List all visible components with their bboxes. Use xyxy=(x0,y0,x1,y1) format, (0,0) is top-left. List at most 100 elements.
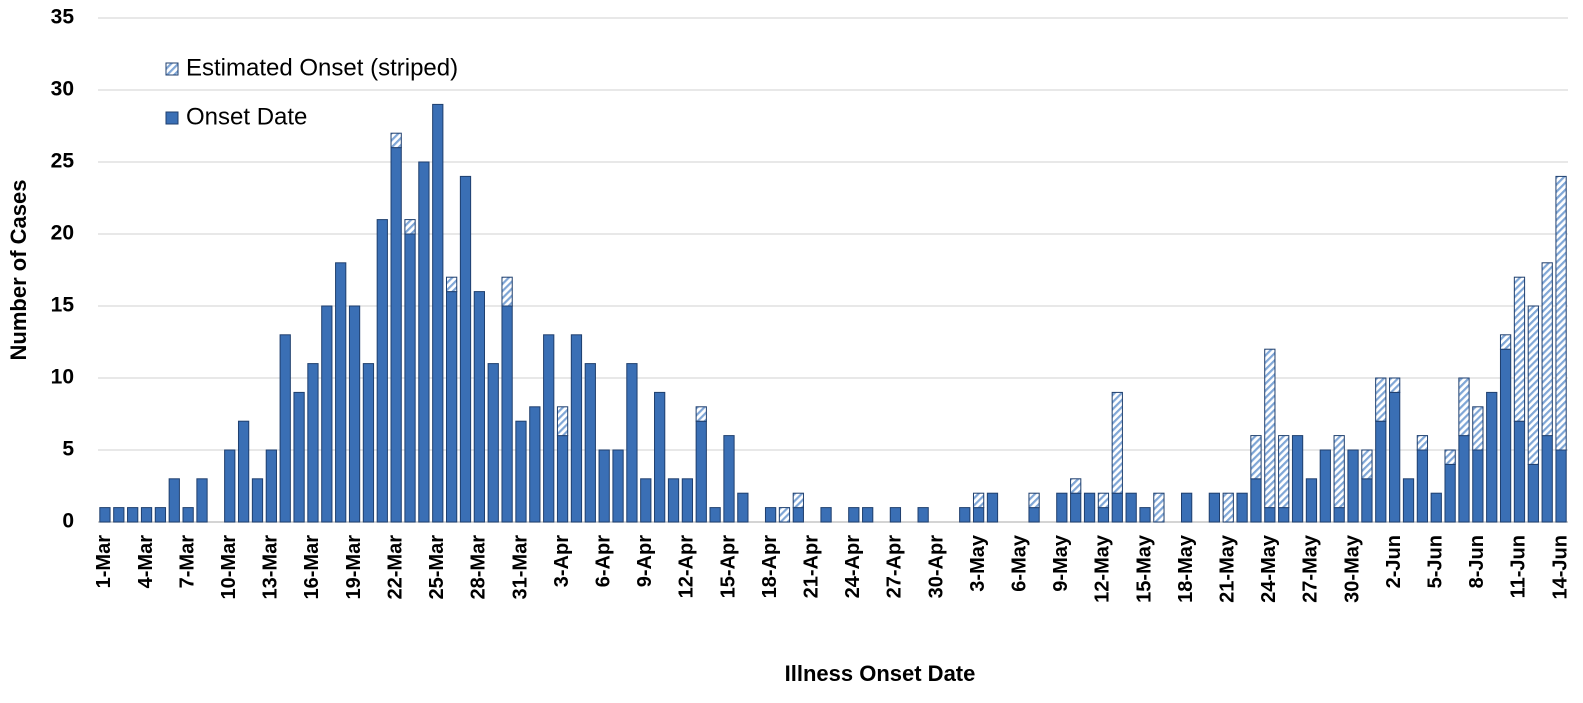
bar-segment xyxy=(543,334,555,523)
bar-segment xyxy=(113,507,125,523)
bar-segment xyxy=(792,507,804,523)
bar-segment xyxy=(1444,463,1456,523)
bar-segment xyxy=(848,507,860,523)
bar-segment xyxy=(723,435,735,523)
bar-segment xyxy=(1070,478,1082,494)
bar-segment xyxy=(390,132,402,149)
bar-segment xyxy=(1389,377,1401,393)
bar-segment xyxy=(1333,435,1345,509)
y-tick-label: 15 xyxy=(51,294,75,317)
x-tick-label: 8-Jun xyxy=(1466,535,1488,588)
bar-segment xyxy=(667,478,680,523)
x-tick-label: 9-Apr xyxy=(634,535,656,587)
y-tick-label: 10 xyxy=(51,366,74,389)
x-tick-label: 11-Jun xyxy=(1508,535,1530,598)
bar-segment xyxy=(917,507,929,523)
bar-segment xyxy=(1486,391,1498,523)
bar-segment xyxy=(1458,377,1470,437)
legend-label: Estimated Onset (striped) xyxy=(186,54,458,81)
bar-segment xyxy=(1458,435,1470,523)
bar-segment xyxy=(1527,463,1539,523)
bar-segment xyxy=(1499,334,1512,350)
bar-segment xyxy=(321,305,333,523)
bar-segment xyxy=(778,507,791,523)
x-tick-label: 14-Jun xyxy=(1549,535,1571,599)
x-tick-label: 21-May xyxy=(1217,534,1239,603)
bar-segment xyxy=(709,507,721,523)
bar-segment xyxy=(237,420,250,523)
bar-segment xyxy=(99,507,111,523)
bar-segment xyxy=(404,233,416,523)
bar-segment xyxy=(1264,348,1276,509)
y-axis-title: Number of Cases xyxy=(6,180,31,361)
bar-segment xyxy=(570,334,583,523)
legend-label: Onset Date xyxy=(186,103,307,130)
bar-segment xyxy=(1541,262,1553,437)
bar-segment xyxy=(1333,507,1345,523)
bar-segment xyxy=(1472,449,1484,523)
x-tick-label: 22-Mar xyxy=(384,535,406,600)
bar-segment xyxy=(1056,492,1068,523)
bar-segment xyxy=(1527,305,1539,465)
bar-segment xyxy=(1361,478,1373,523)
x-tick-label: 30-May xyxy=(1341,534,1363,603)
bar-segment xyxy=(1555,449,1567,523)
bar-segment xyxy=(1416,449,1429,523)
bar-segment xyxy=(1402,478,1415,523)
bar-segment xyxy=(1319,449,1331,523)
bar-segment xyxy=(168,478,180,523)
bar-segment xyxy=(1472,406,1484,451)
bar-segment xyxy=(792,492,804,509)
bar-segment xyxy=(598,449,610,523)
bar-segment xyxy=(1153,492,1165,523)
y-tick-label: 30 xyxy=(51,78,74,101)
bar-segment xyxy=(1499,348,1512,523)
bar-segment xyxy=(972,507,985,523)
bar-segment xyxy=(1513,420,1526,523)
bar-segment xyxy=(1250,435,1262,480)
bar-segment xyxy=(1375,420,1387,523)
bar-segment xyxy=(1028,492,1040,509)
x-tick-label: 31-Mar xyxy=(509,535,531,600)
x-tick-label: 21-Apr xyxy=(800,535,822,599)
bar-segment xyxy=(348,305,361,523)
bar-segment xyxy=(251,478,264,523)
x-tick-label: 18-May xyxy=(1175,534,1197,603)
x-tick-label: 25-Mar xyxy=(426,535,448,600)
x-tick-label: 6-May xyxy=(1008,534,1030,592)
bar-segment xyxy=(1541,435,1553,523)
bar-segment xyxy=(224,449,236,523)
bar-segment xyxy=(196,478,208,523)
legend-swatch xyxy=(165,62,179,76)
x-tick-label: 10-Mar xyxy=(218,535,240,600)
bar-segment xyxy=(307,363,319,523)
bar-segment xyxy=(681,478,694,523)
bar-segment xyxy=(1070,492,1082,523)
bar-segment xyxy=(1513,276,1526,422)
bar-segment xyxy=(959,507,971,523)
x-tick-label: 6-Apr xyxy=(592,535,614,587)
bar-segment xyxy=(501,276,513,307)
x-tick-label: 16-Mar xyxy=(301,535,323,600)
bar-segment xyxy=(418,161,430,523)
bar-segment xyxy=(487,363,499,523)
bar-segment xyxy=(1097,492,1110,509)
bar-segment xyxy=(654,391,666,523)
bar-segment xyxy=(1236,492,1248,523)
bar-segment xyxy=(737,492,749,523)
bar-segment xyxy=(335,262,347,523)
x-tick-label: 7-Mar xyxy=(176,535,198,589)
bar-segment xyxy=(1291,435,1304,523)
x-tick-label: 12-May xyxy=(1092,534,1114,603)
bar-segment xyxy=(556,435,569,523)
bar-segment xyxy=(1083,492,1096,523)
bar-segment xyxy=(501,305,513,523)
bar-segment xyxy=(1125,492,1137,523)
bar-segment xyxy=(432,103,444,523)
x-tick-label: 2-Jun xyxy=(1383,535,1405,588)
bar-segment xyxy=(584,363,596,523)
x-tick-label: 9-May xyxy=(1050,534,1072,592)
bar-segment xyxy=(154,507,167,523)
x-tick-label: 30-Apr xyxy=(925,535,947,599)
